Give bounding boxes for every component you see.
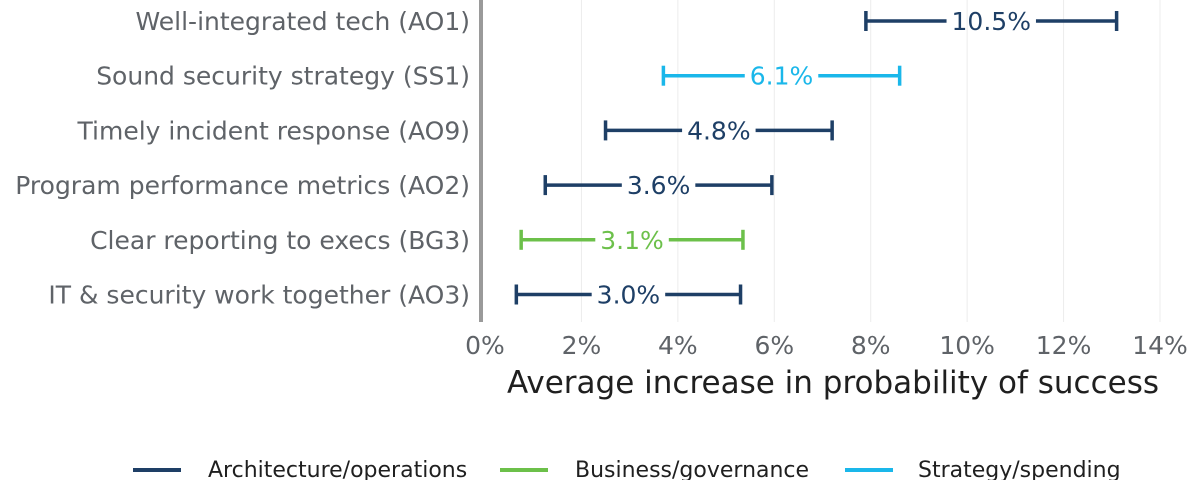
legend-label: Strategy/spending [918,458,1121,480]
x-tick-label: 8% [851,331,891,360]
legend-item: Architecture/operations [133,458,467,480]
x-tick-label: 0% [465,331,505,360]
legend-label: Business/governance [575,458,809,480]
value-label: 6.1% [750,62,814,91]
x-axis-ticks: 0% 2% 4% 6% 8% 10% 12% 14% [465,331,1188,360]
range-bar: 3.1% [519,226,745,255]
category-labels: Well-integrated tech (AO1) Sound security… [15,7,470,310]
value-label: 3.1% [600,226,664,255]
range-bar: 4.8% [603,116,834,145]
range-bar: 6.1% [661,62,902,91]
category-label: IT & security work together (AO3) [48,281,470,310]
value-label: 3.0% [597,281,661,310]
x-tick-label: 10% [939,331,995,360]
range-bars: 10.5% 6.1% 4.8% 3.6% 3.1% 3.0% [514,7,1119,310]
legend-item: Business/governance [500,458,809,480]
category-label: Well-integrated tech (AO1) [136,7,470,36]
x-axis-title: Average increase in probability of succe… [507,365,1159,401]
x-tick-label: 12% [1036,331,1092,360]
category-label: Program performance metrics (AO2) [15,171,470,200]
x-tick-label: 4% [658,331,698,360]
legend: Architecture/operations Business/governan… [133,458,1121,480]
grid-layer [580,0,1161,322]
value-label: 3.6% [627,171,691,200]
range-bar: 3.6% [543,171,774,200]
category-label: Timely incident response (AO9) [77,116,470,145]
x-tick-label: 6% [754,331,794,360]
legend-item: Strategy/spending [845,458,1121,480]
value-label: 10.5% [952,7,1031,36]
category-label: Sound security strategy (SS1) [96,62,470,91]
x-tick-label: 14% [1132,331,1188,360]
category-label: Clear reporting to execs (BG3) [90,226,470,255]
legend-label: Architecture/operations [208,458,467,480]
range-bar: 10.5% [864,7,1119,36]
value-label: 4.8% [687,116,751,145]
x-tick-label: 2% [562,331,602,360]
range-bar: 3.0% [514,281,743,310]
